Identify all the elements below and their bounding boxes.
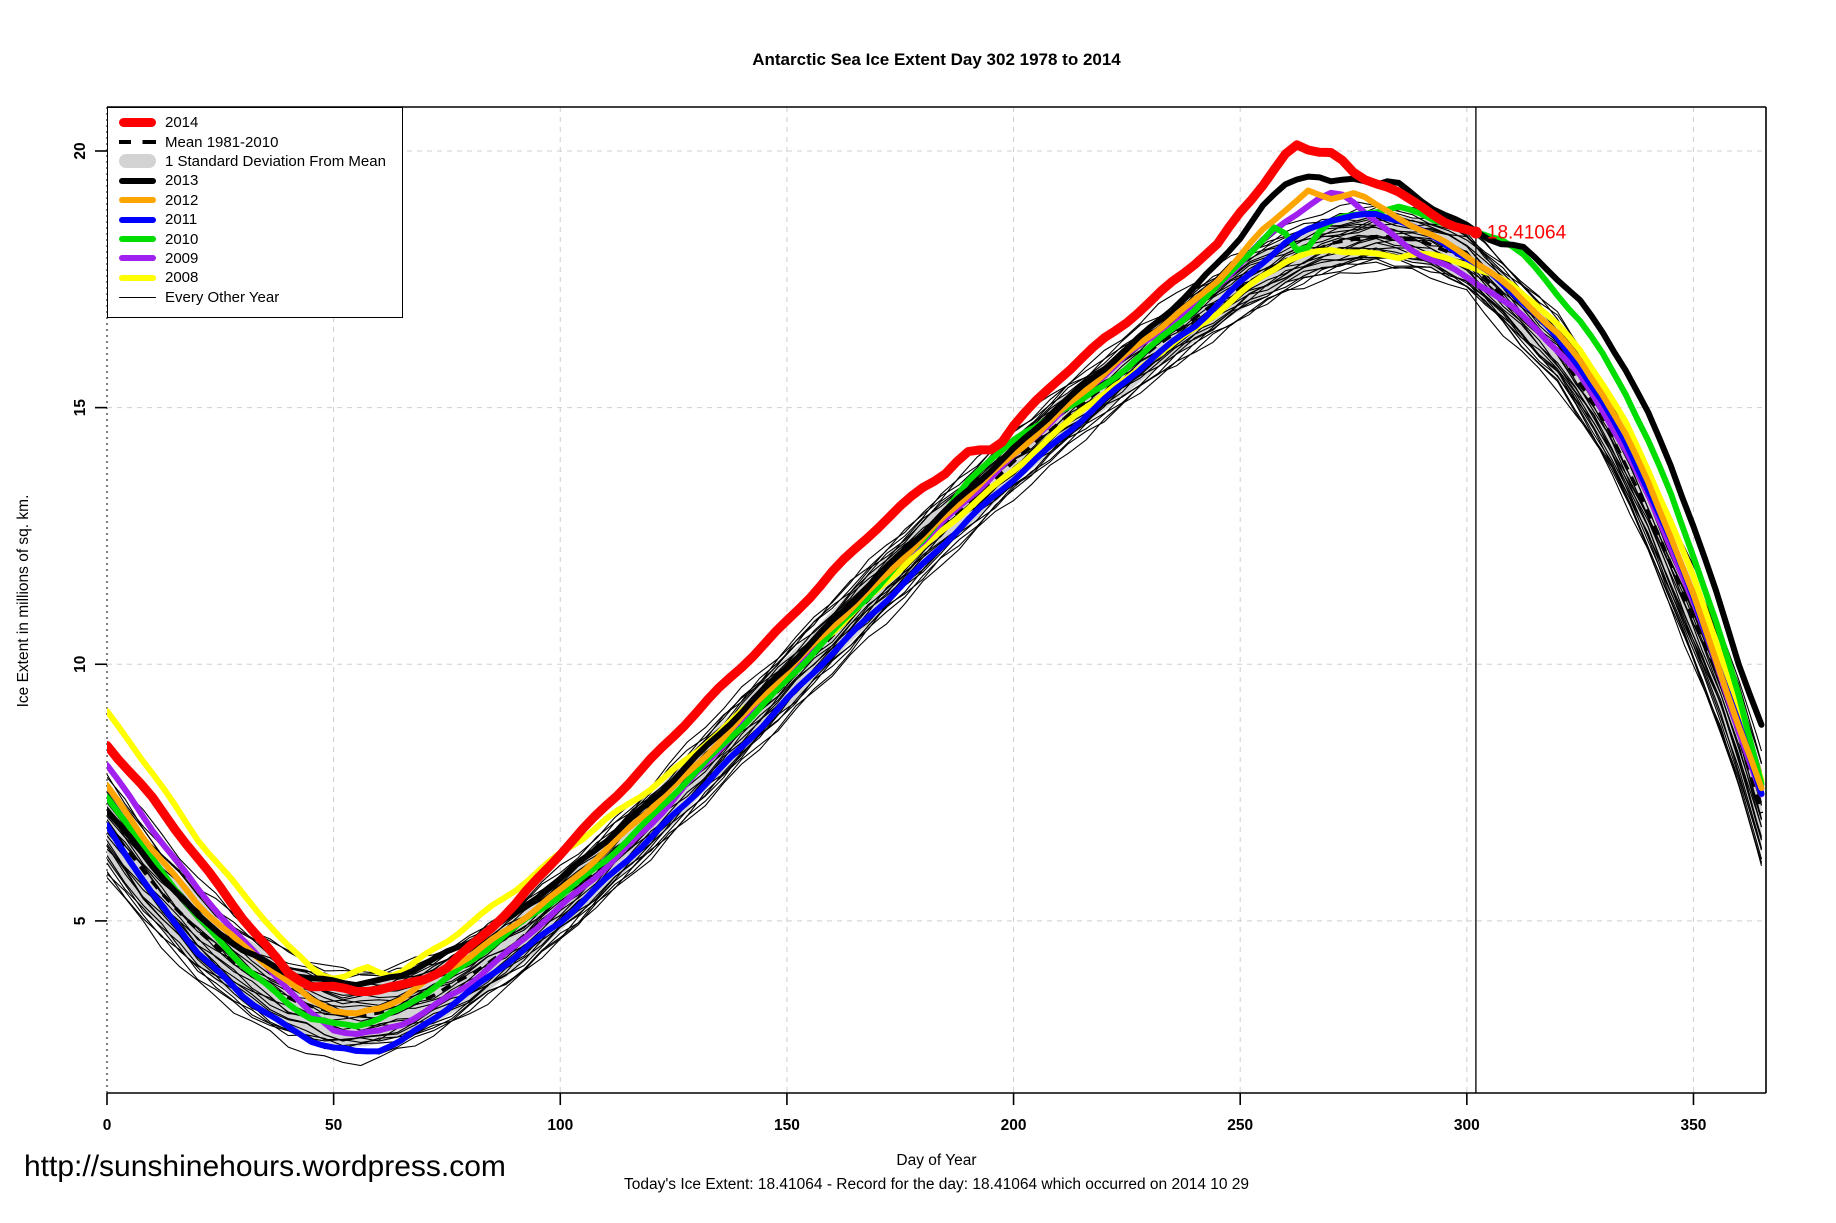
legend-item: Mean 1981-2010 bbox=[108, 132, 402, 151]
legend-label: 2008 bbox=[165, 269, 199, 287]
legend-label: 2011 bbox=[165, 211, 198, 229]
std-dev-band bbox=[107, 214, 1762, 1048]
legend-label: 2010 bbox=[165, 230, 199, 248]
year-line-1984 bbox=[107, 242, 1763, 1030]
legend-key-swatch bbox=[119, 177, 156, 184]
year-line-1993 bbox=[107, 236, 1763, 1022]
x-tick-label: 200 bbox=[1001, 1117, 1027, 1134]
x-tick-label: 0 bbox=[103, 1117, 112, 1134]
chart-title: Antarctic Sea Ice Extent Day 302 1978 to… bbox=[752, 50, 1121, 69]
legend-label: Mean 1981-2010 bbox=[165, 133, 279, 151]
x-tick-label: 50 bbox=[325, 1117, 342, 1134]
legend-item: 2009 bbox=[108, 249, 402, 268]
legend-label: 2009 bbox=[165, 249, 199, 267]
legend-key-swatch bbox=[119, 255, 156, 262]
series-line-2014 bbox=[107, 140, 1481, 996]
axes: 0 50 100 150 200 250 300 350 5 10 15 20 bbox=[72, 142, 1706, 1134]
year-line-2006 bbox=[107, 224, 1763, 1005]
year-line-1999 bbox=[107, 205, 1763, 974]
legend-label: 2012 bbox=[165, 191, 199, 209]
legend-key-swatch bbox=[119, 236, 156, 243]
year-line-1996 bbox=[107, 255, 1763, 1043]
year-line-2000 bbox=[107, 258, 1763, 1055]
legend-key-swatch bbox=[119, 197, 156, 204]
x-tick-label: 300 bbox=[1454, 1117, 1480, 1134]
legend-key-swatch bbox=[119, 296, 156, 298]
legend-item: 2014 bbox=[108, 113, 402, 132]
year-line-1989 bbox=[107, 235, 1763, 1015]
year-line-1985 bbox=[107, 219, 1763, 999]
year-line-1997 bbox=[107, 234, 1763, 1020]
series-line-2008 bbox=[107, 247, 1765, 982]
year-line-1979 bbox=[107, 247, 1763, 1042]
legend-key-swatch bbox=[119, 118, 156, 128]
y-tick-label: 15 bbox=[72, 399, 89, 417]
legend-item: 2010 bbox=[108, 229, 402, 248]
legend-key-swatch bbox=[119, 154, 156, 169]
background-year-lines bbox=[107, 201, 1763, 1067]
year-line-1992 bbox=[107, 247, 1763, 1031]
y-axis-label: Ice Extent in millions of sq. km. bbox=[15, 494, 32, 708]
year-line-2001 bbox=[107, 237, 1763, 1022]
y-tick-label: 5 bbox=[72, 916, 89, 925]
legend-item: 2013 bbox=[108, 171, 402, 190]
legend-item: 2011 bbox=[108, 210, 402, 229]
legend-key-swatch bbox=[119, 216, 156, 223]
legend-label: Every Other Year bbox=[165, 288, 280, 306]
legend-key-swatch bbox=[119, 274, 156, 281]
legend-key-swatch bbox=[119, 140, 156, 145]
legend: 2014 Mean 1981-2010 1 Standard Deviation F… bbox=[107, 107, 403, 318]
legend-item: 2012 bbox=[108, 191, 402, 210]
legend-item: 1 Standard Deviation From Mean bbox=[108, 152, 402, 171]
series-line-2013 bbox=[107, 173, 1765, 989]
x-tick-label: 150 bbox=[774, 1117, 800, 1134]
year-line-1987 bbox=[107, 257, 1763, 1047]
legend-label: 2014 bbox=[165, 114, 199, 132]
x-tick-label: 350 bbox=[1681, 1117, 1707, 1134]
x-tick-label: 250 bbox=[1227, 1117, 1253, 1134]
year-line-2004 bbox=[107, 251, 1763, 1049]
year-line-1980 bbox=[107, 234, 1763, 1016]
y-tick-label: 20 bbox=[72, 142, 89, 159]
year-line-1983 bbox=[107, 248, 1763, 1042]
current-value-annotation: 18.41064 bbox=[1487, 223, 1567, 244]
year-line-2002 bbox=[107, 224, 1763, 1009]
legend-item: Every Other Year bbox=[108, 288, 402, 307]
year-line-1978 bbox=[107, 261, 1763, 1054]
legend-item: 2008 bbox=[108, 268, 402, 287]
mean-line bbox=[107, 234, 1764, 1018]
year-line-1988 bbox=[107, 239, 1763, 1033]
legend-label: 2013 bbox=[165, 172, 199, 190]
site-url: http://sunshinehours.wordpress.com bbox=[24, 1150, 506, 1183]
year-line-2005 bbox=[107, 250, 1763, 1042]
plot-area bbox=[107, 140, 1765, 1067]
legend-label: 1 Standard Deviation From Mean bbox=[165, 152, 386, 170]
x-axis-label: Day of Year bbox=[896, 1152, 977, 1169]
current-value-point bbox=[1469, 226, 1482, 239]
x-tick-label: 100 bbox=[547, 1117, 573, 1134]
status-line: Today's Ice Extent: 18.41064 - Record fo… bbox=[623, 1176, 1250, 1193]
series-line-2011 bbox=[107, 211, 1765, 1055]
y-tick-label: 10 bbox=[72, 656, 89, 673]
year-line-1991 bbox=[107, 266, 1763, 1067]
